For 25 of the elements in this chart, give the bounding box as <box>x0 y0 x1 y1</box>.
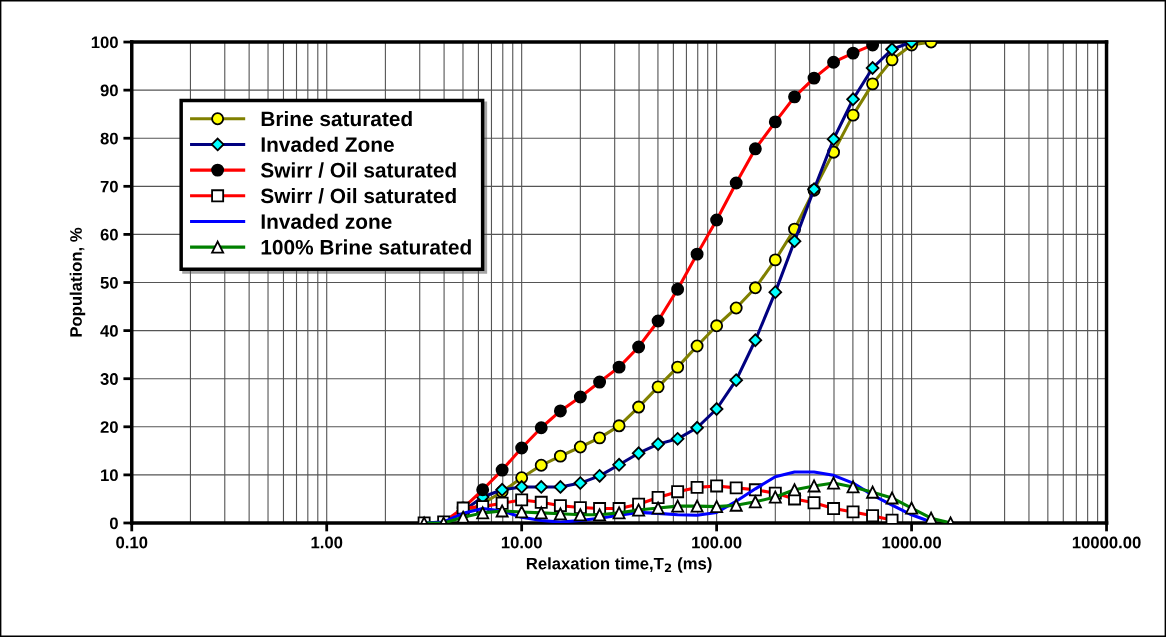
y-tick-label: 70 <box>100 180 118 193</box>
legend-label: 100% Brine saturated <box>261 239 471 255</box>
y-tick-label: 40 <box>100 325 118 337</box>
y-tick-label: 60 <box>100 228 118 241</box>
legend-label: Invaded Zone <box>261 136 394 152</box>
legend-label: Swirr / Oil saturated <box>260 162 456 178</box>
x-tick-label: 1.00 <box>311 536 343 549</box>
legend-label: Swirr / Oil saturated <box>260 187 456 204</box>
y-tick-label: 10 <box>101 469 118 482</box>
x-axis-title: Relaxation time,T$_{2}$ (ms) <box>526 557 712 573</box>
x-tick-label: 10.00 <box>501 536 542 549</box>
y-tick-label: 80 <box>100 132 118 145</box>
y-tick-label: 100 <box>91 36 118 49</box>
x-tick-label: 1000.00 <box>882 536 942 549</box>
legend-label: Invaded zone <box>261 213 392 229</box>
x-tick-label: 10000.00 <box>1072 536 1141 549</box>
y-tick-label: 20 <box>100 421 118 433</box>
y-axis-title: Population, % <box>69 227 86 337</box>
y-tick-label: 30 <box>100 373 118 385</box>
legend-label: Brine saturated <box>261 110 412 127</box>
x-tick-label: 100.00 <box>692 536 742 549</box>
y-tick-label: 90 <box>100 84 118 97</box>
x-tick-label: 0.10 <box>116 536 148 549</box>
y-tick-label: 50 <box>100 276 118 289</box>
y-tick-label: 0 <box>109 517 118 530</box>
